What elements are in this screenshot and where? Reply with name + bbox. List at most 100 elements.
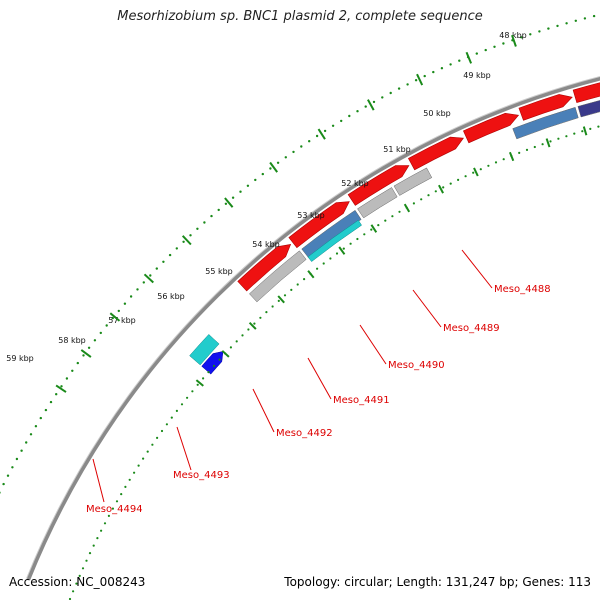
ruler-dot (391, 215, 394, 218)
map-title: Mesorhizobium sp. BNC1 plasmid 2, comple… (117, 9, 483, 24)
ruler-dot (449, 63, 452, 66)
ruler-dot (212, 364, 216, 367)
blue-feature-block (512, 106, 579, 140)
ruler-dot (475, 52, 478, 55)
kbp-tick (465, 51, 473, 64)
ruler-dot (239, 190, 242, 193)
feature-tracks (189, 82, 600, 375)
ruler-dot (414, 79, 418, 82)
kbp-label: 49 kbp (463, 71, 491, 80)
ruler-dot (493, 45, 496, 48)
ruler-dot (111, 507, 114, 510)
ruler-dot (269, 167, 272, 170)
kbp-label: 59 kbp (6, 354, 34, 363)
ruler-dot (342, 247, 345, 250)
ruler-dot (124, 485, 127, 488)
gene-label[interactable]: Meso_4489 (443, 323, 500, 334)
gene-label[interactable]: Meso_4492 (276, 428, 333, 439)
kbp-label: 54 kbp (252, 240, 280, 249)
kbp-tick (224, 197, 234, 208)
ruler-dot (296, 283, 299, 286)
cds-block-forward (572, 82, 600, 103)
ruler-dot (406, 83, 409, 86)
ruler-dot (186, 396, 189, 399)
ruler-dot (276, 161, 280, 164)
ruler-dot (149, 274, 152, 277)
ruler-dot (538, 30, 541, 33)
ruler-dot (372, 100, 376, 104)
ruler-tick (195, 379, 204, 387)
cds-block-forward (237, 244, 292, 292)
ruler-dot (356, 237, 359, 241)
gene-label[interactable]: Meso_4490 (388, 360, 445, 371)
ruler-tick (370, 224, 378, 233)
ruler-dot (565, 135, 568, 138)
ruler-dot (547, 27, 550, 30)
ruler-dot (155, 267, 158, 270)
cyan-feature-block (189, 334, 220, 366)
ruler-dot (100, 529, 103, 532)
gene-leader-line (412, 289, 442, 328)
gene-label[interactable]: Meso_4488 (494, 284, 551, 295)
ruler-dot (241, 334, 244, 337)
ruler-tick (277, 295, 285, 304)
ruler-dot (175, 247, 178, 250)
ruler-dot (107, 514, 110, 518)
cds-block-forward (347, 165, 410, 206)
ruler-dot (348, 114, 351, 118)
ruler-dot (217, 208, 220, 212)
ruler-dot (363, 233, 366, 236)
ruler-dot (105, 324, 108, 327)
ruler-dot (434, 190, 437, 193)
ruler-dot (136, 288, 139, 291)
ruler-dot (224, 202, 228, 205)
gene-callouts: Meso_4488 Meso_4489 Meso_4490 Meso_4491 Meso… (86, 249, 551, 515)
ruler-tick (221, 350, 230, 358)
ruler-dot (111, 316, 114, 320)
gene-label[interactable]: Meso_4491 (333, 395, 390, 406)
ruler-dot (11, 466, 14, 469)
gene-label[interactable]: Meso_4493 (173, 470, 230, 481)
backbone-arc (26, 76, 600, 580)
ruler-tick (403, 203, 411, 213)
ruler-dot (146, 450, 149, 453)
ruler-dot (494, 161, 498, 164)
ruler-dot (556, 24, 559, 28)
ruler-dot (377, 224, 380, 227)
ruler-dot (597, 125, 600, 128)
ruler-dot (103, 522, 107, 525)
ruler-dot (81, 567, 85, 570)
ruler-dot (573, 132, 576, 135)
ruler-dot (323, 129, 327, 133)
ruler-dot (175, 409, 178, 412)
ruler-dot (520, 36, 523, 39)
ruler-dot (75, 582, 78, 585)
ruler-dot (203, 221, 206, 224)
ruler-dot (170, 416, 173, 419)
kbp-tick (55, 384, 67, 393)
gene-leader-line (92, 458, 105, 503)
ruler-dot (484, 48, 487, 52)
ruler-dot (449, 182, 452, 185)
kbp-label: 53 kbp (297, 211, 325, 220)
ruler-dot (440, 67, 444, 70)
ruler-dot (502, 158, 505, 161)
ruler-dot (457, 178, 460, 181)
ruler-dot (207, 371, 210, 374)
gene-label[interactable]: Meso_4494 (86, 504, 143, 515)
ruler-dot (142, 281, 145, 284)
ruler-dot (525, 148, 529, 151)
ruler-dot (229, 346, 232, 349)
ruler-dot (160, 429, 164, 433)
ruler-dot (322, 262, 325, 265)
ruler-dot (117, 309, 121, 313)
ruler-tick (338, 246, 346, 255)
ruler-dot (384, 219, 387, 222)
kbp-tick (367, 99, 375, 111)
ruler-dot (397, 87, 401, 90)
kbp-tick (317, 128, 326, 140)
kbp-label: 51 kbp (383, 145, 411, 154)
ruler-dot (93, 339, 97, 342)
ruler-tick (582, 126, 588, 136)
